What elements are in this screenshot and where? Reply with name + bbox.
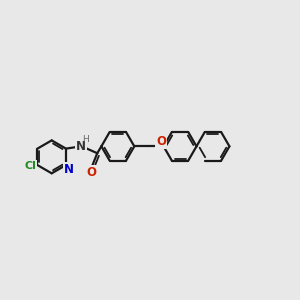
Text: O: O	[86, 166, 96, 179]
Text: N: N	[76, 140, 86, 153]
Text: H: H	[82, 135, 89, 144]
Text: O: O	[156, 135, 166, 148]
Text: N: N	[64, 163, 74, 176]
Text: Cl: Cl	[25, 161, 37, 171]
